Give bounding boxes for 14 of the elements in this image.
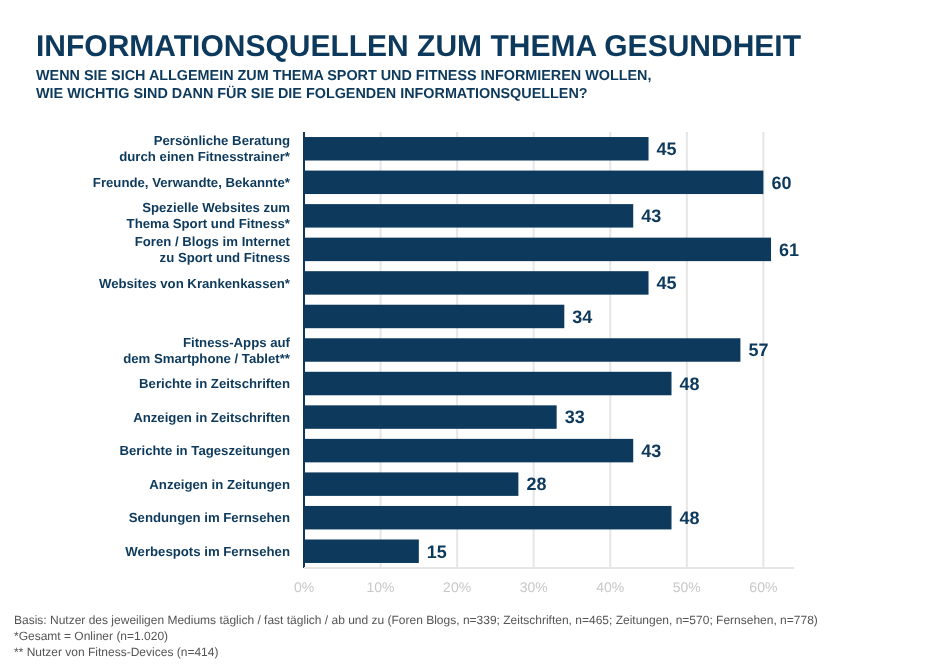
data-label: 45 [656,139,677,160]
data-label: 57 [748,340,769,361]
data-label: 61 [779,239,800,260]
data-label: 33 [564,407,585,428]
data-label: 43 [641,440,662,461]
data-label: 28 [526,474,547,495]
data-label: 34 [572,306,593,327]
chart-title: INFORMATIONSQUELLEN ZUM THEMA GESUNDHEIT [36,30,801,64]
data-label: 48 [679,373,700,394]
data-label: 43 [641,206,662,227]
data-label: 45 [656,273,677,294]
data-label: 60 [771,172,792,193]
data-label: 15 [426,541,447,562]
data-label: 48 [679,507,700,528]
